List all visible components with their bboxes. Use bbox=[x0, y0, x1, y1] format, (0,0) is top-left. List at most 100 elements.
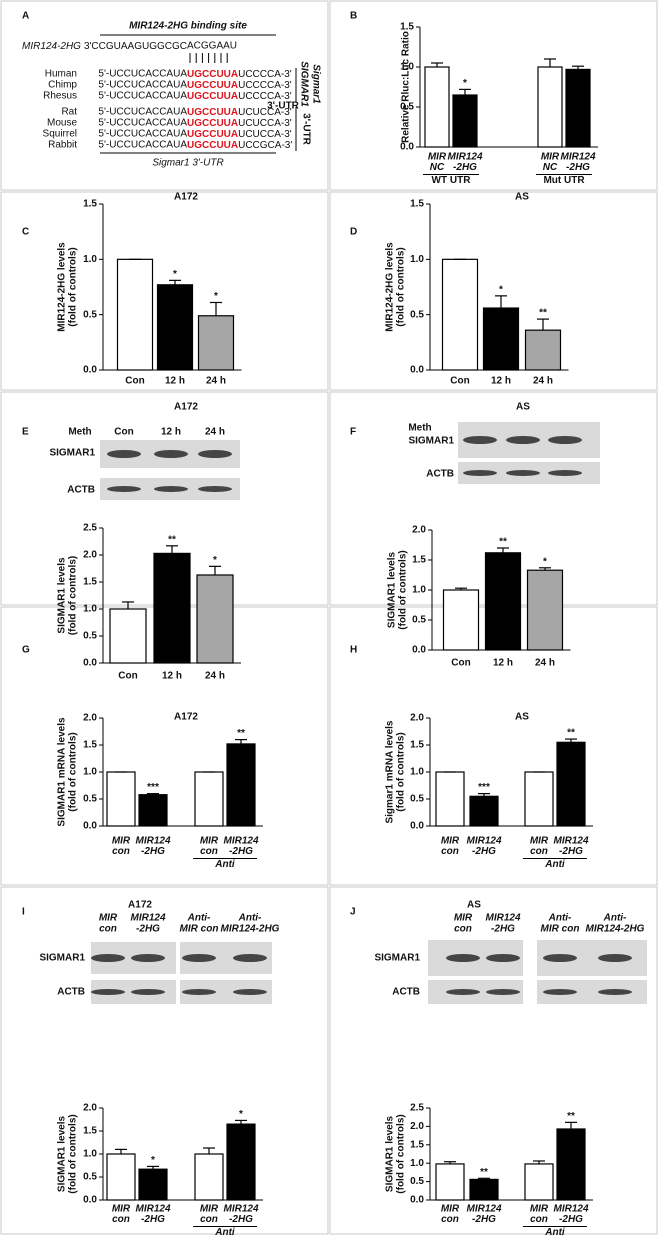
mirna-sequence: MIR124-2HG 3'CCGUAAGUGGCGC bbox=[22, 41, 187, 52]
blot-band bbox=[446, 989, 480, 995]
utr-suffix: UCCCCA-3' bbox=[238, 80, 292, 91]
y-tick-label: 2.0 bbox=[83, 713, 97, 724]
bar bbox=[106, 1153, 136, 1201]
lane-label: 24 h bbox=[205, 427, 225, 438]
x-tick-label: MIR124 bbox=[447, 152, 482, 163]
significance: *** bbox=[147, 782, 159, 793]
y-tick-label: 1.0 bbox=[83, 604, 97, 615]
lane-label: MIR bbox=[454, 913, 473, 924]
y-tick-label: 0.5 bbox=[410, 309, 424, 320]
significance: * bbox=[214, 291, 218, 302]
y-tick-label: 1.5 bbox=[83, 740, 97, 751]
blot-band bbox=[543, 954, 577, 962]
utr-suffix: UCUCCA-3' bbox=[238, 107, 292, 118]
species: Squirrel bbox=[43, 129, 77, 140]
y-tick-label: 2.0 bbox=[410, 1121, 424, 1132]
utr-seed-row: UGCCUUAUCCCCA-3' bbox=[187, 69, 292, 80]
y-tick-label: 2.0 bbox=[410, 713, 424, 724]
group-label: Anti bbox=[214, 859, 235, 870]
y-tick-label: 1.0 bbox=[410, 767, 424, 778]
x-tick-label: con bbox=[112, 846, 130, 857]
lane-label: -2HG bbox=[491, 924, 515, 935]
panel-letter: A bbox=[22, 11, 29, 22]
x-tick-label: Con bbox=[451, 658, 470, 669]
significance: *** bbox=[478, 782, 490, 793]
y-tick-label: 0.5 bbox=[83, 309, 97, 320]
y-tick-label: 0.0 bbox=[83, 658, 97, 669]
significance: * bbox=[151, 1155, 155, 1166]
blot-row-label: ACTB bbox=[426, 469, 454, 480]
bar bbox=[226, 1123, 256, 1201]
x-tick-label: MIR124 bbox=[135, 836, 170, 847]
blot-row-label: SIGMAR1 bbox=[408, 436, 454, 447]
chart-title: AS bbox=[467, 900, 481, 911]
x-tick-label: MIR124 bbox=[466, 1204, 501, 1215]
y-tick-label: 1.0 bbox=[400, 62, 414, 73]
blot-band bbox=[154, 450, 188, 458]
species: Rabbit bbox=[48, 140, 77, 151]
utr-seed-row: UGCCUUAUCCGCA-3' bbox=[187, 140, 292, 151]
panel-letter: B bbox=[350, 11, 357, 22]
bar bbox=[435, 771, 465, 827]
blot-band bbox=[463, 470, 497, 476]
significance: ** bbox=[567, 1111, 575, 1122]
utr-seed: UGCCUUA bbox=[187, 118, 238, 129]
bar bbox=[524, 329, 562, 371]
chart-title: AS bbox=[515, 712, 529, 723]
y-tick-label: 1.5 bbox=[83, 1126, 97, 1137]
utr-suffix: UCUCCA-3' bbox=[238, 129, 292, 140]
blot-row-label: SIGMAR1 bbox=[374, 953, 420, 964]
blot-band bbox=[463, 436, 497, 444]
x-tick-label: 24 h bbox=[206, 376, 226, 387]
bar bbox=[565, 68, 591, 148]
utr-seed: UGCCUUA bbox=[187, 129, 238, 140]
y-axis-label: SIGMAR1 levels bbox=[387, 551, 398, 628]
utr-suffix: UCCCCA-3' bbox=[238, 91, 292, 102]
blot-band bbox=[182, 989, 216, 995]
y-tick-label: 0.0 bbox=[400, 142, 414, 153]
blot-band bbox=[543, 989, 577, 995]
x-tick-label: -2HG bbox=[229, 1214, 253, 1225]
y-tick-label: 1.0 bbox=[412, 585, 426, 596]
x-tick-label: -2HG bbox=[141, 1214, 165, 1225]
bar bbox=[197, 315, 235, 371]
x-tick-label: -2HG bbox=[472, 1214, 496, 1225]
x-tick-label: con bbox=[441, 1214, 459, 1225]
panel-frame bbox=[0, 886, 329, 1235]
blot-band bbox=[486, 989, 520, 995]
bar bbox=[441, 258, 479, 371]
utr-prefix: 5'-UCCUCACCAUA bbox=[98, 129, 187, 140]
blot-band bbox=[548, 436, 582, 444]
x-tick-label: NC bbox=[543, 162, 558, 173]
blot-band bbox=[131, 954, 165, 962]
x-tick-label: con bbox=[530, 846, 548, 857]
y-tick-label: 1.5 bbox=[410, 199, 424, 210]
blot-band bbox=[598, 954, 632, 962]
y-tick-label: 2.0 bbox=[83, 1103, 97, 1114]
panel-letter: F bbox=[350, 427, 356, 438]
x-tick-label: MIR bbox=[112, 836, 131, 847]
lane-label: Anti- bbox=[238, 913, 262, 924]
bar bbox=[482, 307, 520, 371]
bar bbox=[156, 284, 194, 371]
utr-seed: UGCCUUA bbox=[187, 80, 238, 91]
chart-title: AS bbox=[516, 402, 530, 413]
blot-band bbox=[154, 486, 188, 492]
y-axis-label: SIGMAR1 mRNA levels bbox=[57, 717, 68, 827]
x-tick-label: MIR124 bbox=[560, 152, 595, 163]
utr-prefix: 5'-UCCUCACCAUA bbox=[98, 69, 187, 80]
bar bbox=[116, 258, 154, 371]
y-axis-label: MIR124-2HG levels bbox=[57, 242, 68, 332]
species: Mouse bbox=[47, 118, 77, 129]
lane-label: Anti- bbox=[187, 913, 211, 924]
utr-prefix: 5'-UCCUCACCAUA bbox=[98, 118, 187, 129]
y-tick-label: 0.0 bbox=[410, 1195, 424, 1206]
blot-row-label: ACTB bbox=[57, 987, 85, 998]
y-axis-label: (fold of controls) bbox=[68, 1114, 79, 1193]
footer: Sigmar1 3'-UTR bbox=[152, 158, 223, 169]
y-axis-label: (fold of controls) bbox=[68, 556, 79, 635]
bar bbox=[424, 66, 450, 148]
x-tick-label: MIR124 bbox=[466, 836, 501, 847]
significance: ** bbox=[168, 534, 176, 545]
lane-label: Anti- bbox=[603, 913, 627, 924]
